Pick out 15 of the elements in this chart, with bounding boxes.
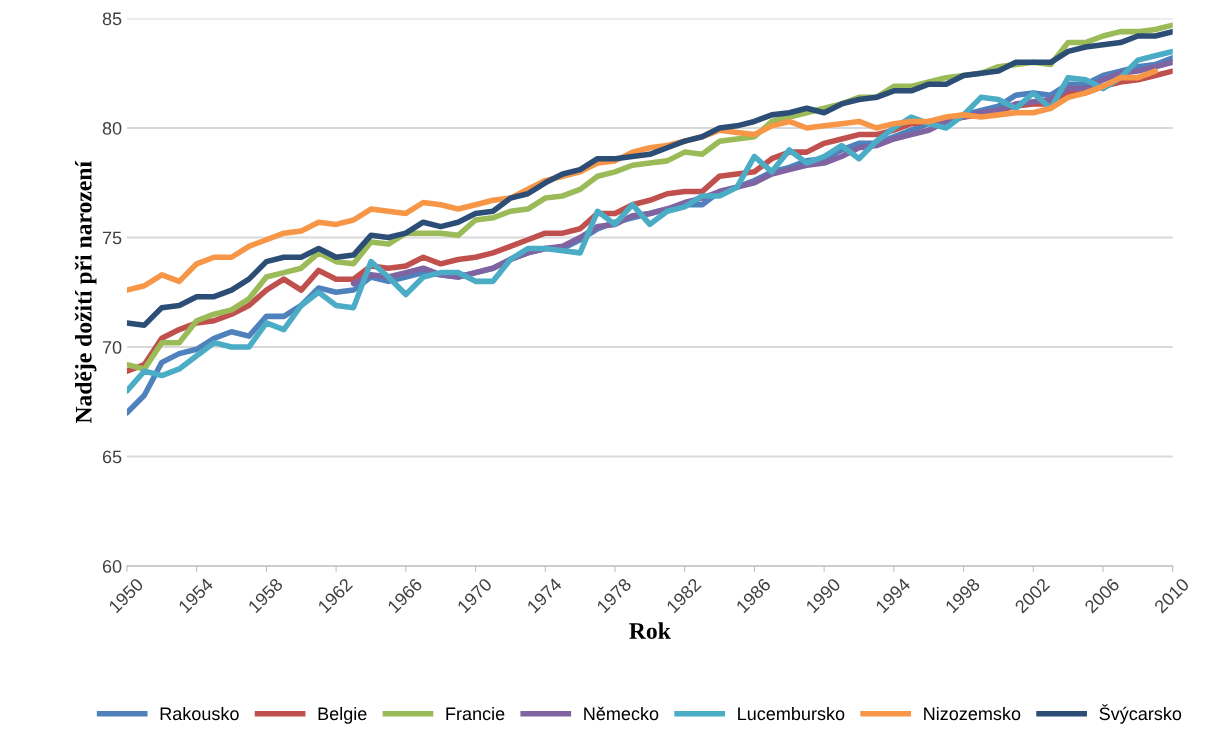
legend-label: Rakousko	[160, 706, 239, 721]
x-axis-title: Rok	[629, 622, 671, 639]
legend-label: Lucembursko	[738, 706, 845, 721]
legend-label: Nizozemsko	[924, 706, 1021, 721]
y-tick-label: 60	[102, 560, 122, 573]
legend-label: Švýcarsko	[1099, 704, 1182, 724]
legend-label: Belgie	[318, 706, 367, 724]
y-tick-label: 70	[102, 340, 122, 354]
y-tick-label: 85	[102, 12, 122, 26]
y-axis-title: Naděje dožití při narození	[74, 160, 97, 424]
y-tick-label: 75	[102, 231, 122, 245]
legend-label: Francie	[446, 706, 505, 721]
y-tick-label: 65	[102, 450, 122, 464]
legend-label: Německo	[584, 706, 659, 721]
y-tick-label: 80	[102, 121, 122, 135]
